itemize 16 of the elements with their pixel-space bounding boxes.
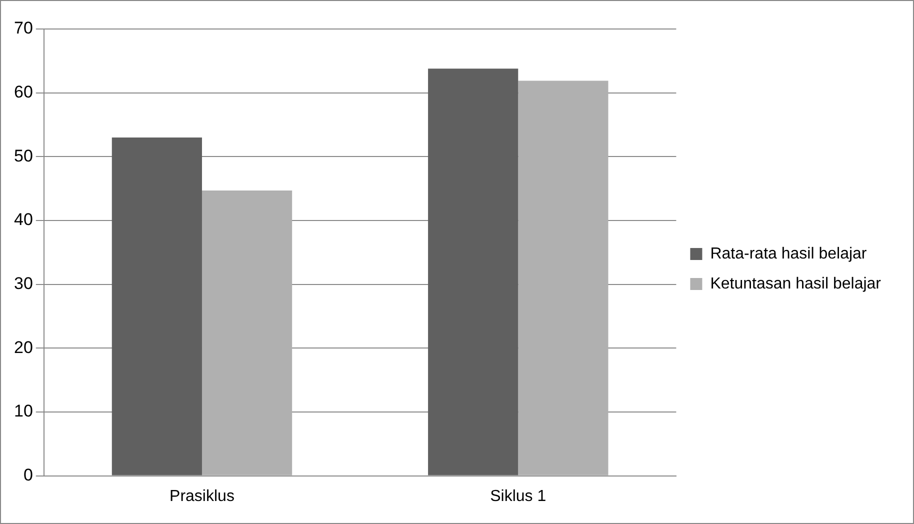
- y-tick-label: 30: [14, 274, 33, 293]
- y-tick-label: 60: [14, 82, 33, 102]
- y-tick-label: 40: [14, 210, 33, 230]
- bar: [112, 138, 202, 476]
- y-tick-label: 20: [14, 338, 33, 357]
- y-tick-label: 10: [14, 402, 33, 421]
- bar: [202, 190, 292, 476]
- legend-label: Ketuntasan hasil belajar: [710, 275, 882, 292]
- x-tick-label: Prasiklus: [170, 488, 234, 505]
- y-tick-label: 50: [14, 146, 33, 166]
- bar: [428, 68, 518, 476]
- x-tick-label: Siklus 1: [490, 488, 546, 505]
- y-tick-label: 70: [14, 18, 33, 38]
- legend-label: Rata-rata hasil belajar: [710, 245, 868, 262]
- y-tick-label: 0: [23, 465, 33, 484]
- bar: [518, 80, 608, 476]
